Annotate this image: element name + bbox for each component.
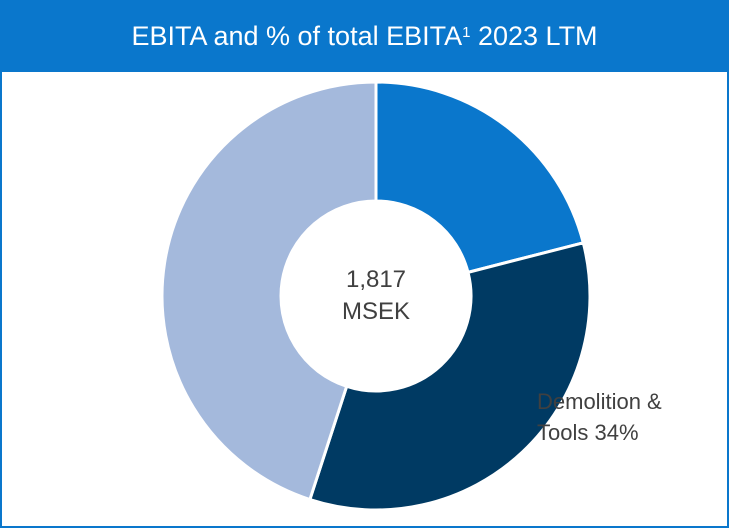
- donut-segment: [307, 240, 592, 512]
- center-unit: MSEK: [341, 298, 410, 325]
- period: 2023 LTM: [477, 20, 598, 51]
- segment-name: Demolition & Tools: [537, 389, 662, 445]
- header: EBITA and % of total EBITA 1 2023 LTM: [0, 0, 729, 72]
- title: EBITA and % of total EBITA: [131, 20, 463, 51]
- center-value: 1,817: [345, 266, 407, 293]
- segment-label: Demolition & Tools 34%: [537, 386, 717, 448]
- footnote-mark: 1: [462, 23, 471, 41]
- donut-segment: [160, 80, 378, 502]
- donut-segment: [374, 80, 586, 275]
- segment-value: 34%: [594, 420, 639, 445]
